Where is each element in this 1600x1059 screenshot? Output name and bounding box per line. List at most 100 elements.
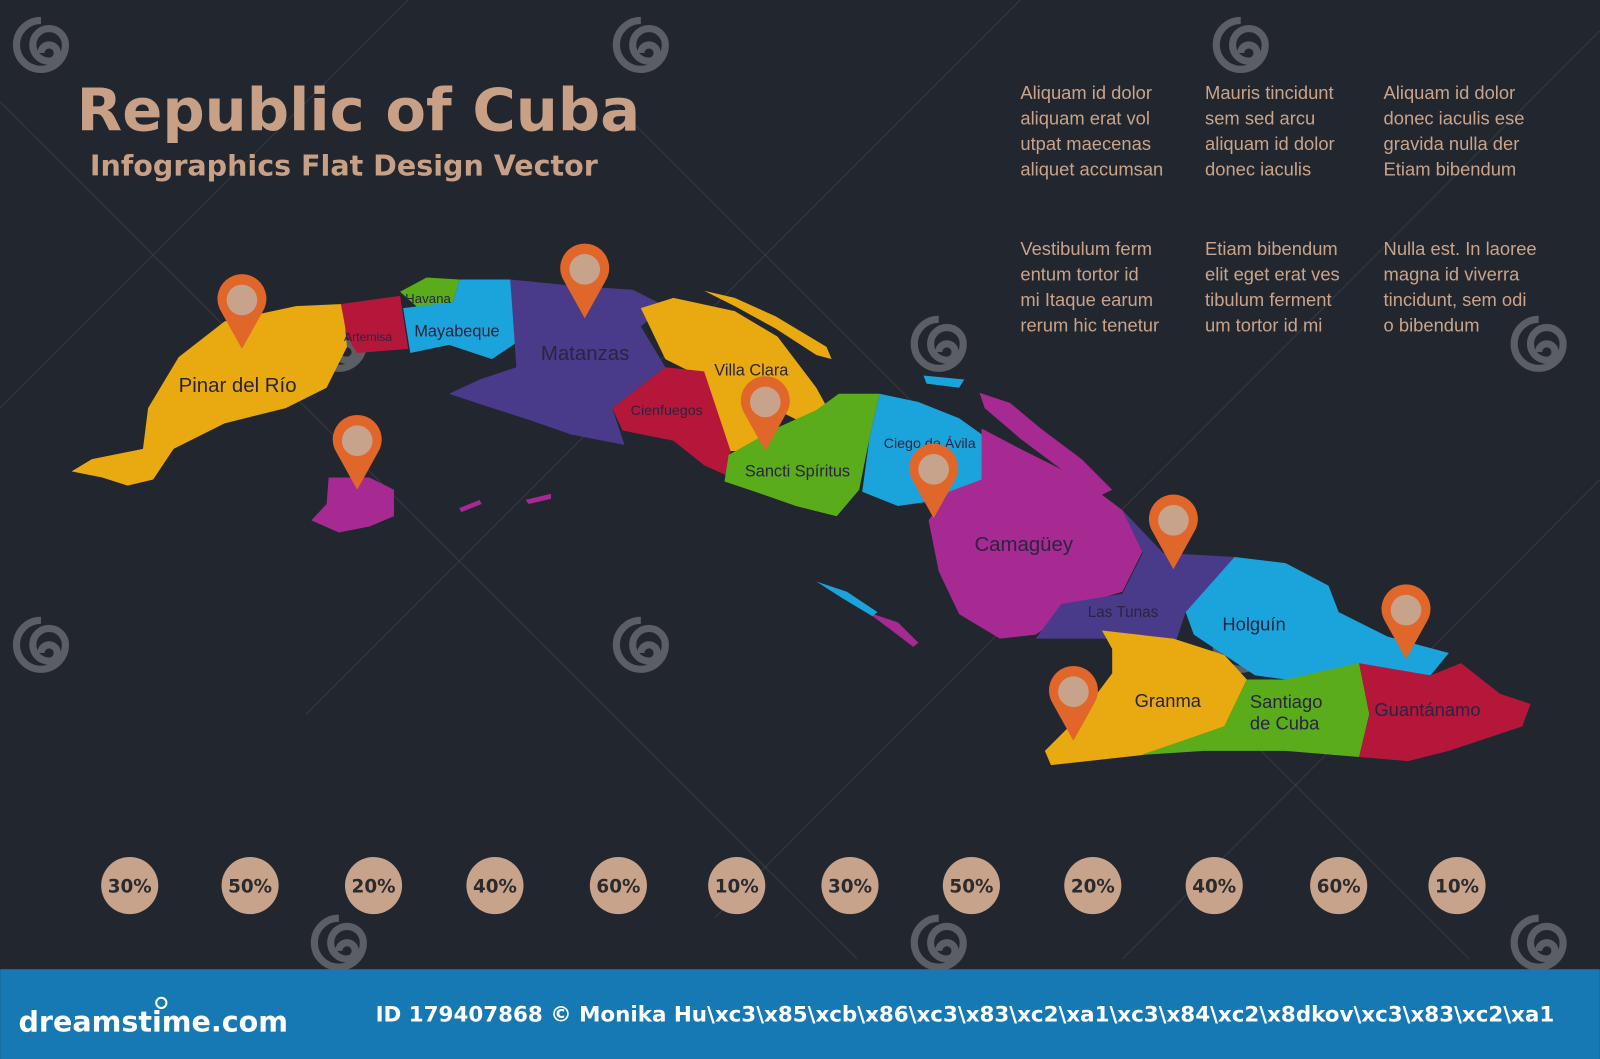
watermark-spiral-icon — [910, 315, 967, 372]
province-villa-clara[interactable] — [640, 297, 829, 451]
percentage-row: 30% 50% 20% 40% 60% 10% 30% 50% 20% 40% 60% 10% — [101, 856, 1486, 915]
footer-background — [0, 969, 1600, 1059]
percentage-label: 10% — [715, 877, 759, 898]
percentage-label: 20% — [1071, 877, 1115, 898]
province-havana[interactable] — [400, 277, 460, 309]
location-pin-icon[interactable] — [332, 414, 382, 490]
province-camaguey[interactable] — [928, 428, 1143, 639]
percentage-badge: 60% — [1310, 856, 1368, 915]
watermark-spiral-icon — [12, 16, 70, 73]
text-block: Mauris tincidunt sem sed arcu aliquam id… — [1205, 82, 1335, 180]
percentage-label: 40% — [1192, 877, 1236, 898]
province-label: Holguín — [1222, 614, 1285, 635]
province-santiago-de-cuba[interactable] — [1140, 663, 1370, 758]
percentage-circle — [708, 856, 766, 915]
text-line: gravida nulla der — [1384, 133, 1520, 154]
percentage-badge: 10% — [708, 856, 766, 915]
text-block: Nulla est. In laoree magna id viverra ti… — [1384, 238, 1537, 336]
percentage-badge: 20% — [344, 856, 403, 915]
text-line: magna id viverra — [1384, 264, 1521, 285]
page-subtitle: Infographics Flat Design Vector — [90, 148, 598, 182]
province-guantanamo[interactable] — [1359, 663, 1531, 762]
watermark-spiral-icon — [1510, 315, 1567, 372]
location-pins — [217, 243, 1431, 741]
watermark-spiral-icon — [1510, 914, 1567, 971]
province-matanzas[interactable] — [449, 279, 666, 445]
province-label: Cienfuegos — [631, 403, 703, 419]
text-line: Etiam bibendum — [1384, 158, 1517, 179]
watermark-spiral-icon — [612, 616, 669, 673]
province-granma[interactable] — [1044, 630, 1247, 766]
text-line: tincidunt, sem odi — [1384, 289, 1527, 310]
province-label: Las Tunas — [1088, 604, 1159, 621]
percentage-circle — [942, 856, 1000, 915]
location-pin-icon[interactable] — [1381, 584, 1431, 660]
text-line: mi Itaque earum — [1020, 289, 1153, 310]
text-block: Etiam bibendum elit eget erat ves tibulu… — [1205, 238, 1340, 336]
percentage-label: 60% — [596, 877, 640, 898]
text-line: um tortor id mi — [1205, 315, 1322, 336]
percentage-label: 40% — [473, 877, 517, 898]
province-label: Guantánamo — [1374, 699, 1480, 720]
province-label: Granma — [1135, 690, 1202, 711]
cays-north — [704, 290, 832, 360]
cays-blue — [816, 375, 965, 617]
text-line: tibulum ferment — [1205, 289, 1332, 310]
location-pin-icon[interactable] — [1048, 665, 1098, 741]
text-line: rerum hic tenetur — [1020, 315, 1159, 336]
province-las-tunas[interactable] — [1035, 510, 1235, 643]
percentage-circle — [466, 856, 524, 915]
percentage-circle — [1064, 856, 1122, 915]
footer-bar: dreamstime.com ID 179407868 © Monika Hu\… — [0, 969, 1600, 1059]
text-line: aliquet accumsan — [1020, 158, 1163, 179]
text-line: aliquam id dolor — [1205, 133, 1335, 154]
province-label: Artemisa — [344, 330, 392, 344]
percentage-badge: 30% — [101, 856, 159, 915]
location-pin-icon[interactable] — [1148, 494, 1198, 570]
province-labels: Pinar del Río Artemisa Havana Mayabeque … — [179, 291, 1481, 733]
location-pin-icon[interactable] — [560, 243, 610, 319]
percentage-badge: 50% — [221, 856, 279, 915]
province-label: Mayabeque — [414, 323, 499, 341]
cays — [459, 392, 1113, 647]
text-line: entum tortor id — [1020, 264, 1138, 285]
province-label: Ciego de Ávila — [884, 435, 976, 452]
percentage-label: 50% — [228, 877, 272, 898]
province-artemisa[interactable] — [340, 295, 409, 353]
province-sancti-spiritus[interactable] — [724, 393, 880, 517]
province-label: de Cuba — [1250, 712, 1320, 733]
percentage-circle — [589, 856, 647, 915]
text-line: aliquam erat vol — [1020, 107, 1150, 128]
logo-spiral-icon — [155, 996, 168, 1010]
percentage-label: 30% — [828, 877, 872, 898]
text-line: elit eget erat ves — [1205, 264, 1340, 285]
location-pin-icon[interactable] — [909, 443, 959, 519]
page-title: Republic of Cuba — [77, 76, 640, 145]
province-pinar-del-rio[interactable] — [71, 304, 348, 486]
province-label: Sancti Spíritus — [745, 462, 850, 480]
percentage-label: 20% — [352, 877, 396, 898]
text-line: Etiam bibendum — [1205, 238, 1338, 259]
watermark-spiral-icon — [12, 616, 70, 673]
province-holguin[interactable] — [1185, 557, 1449, 680]
image-credit: ID 179407868 © Monika Hu\xc3\x85\xcb\x86… — [376, 1002, 1555, 1027]
text-line: donec iaculis ese — [1384, 107, 1525, 128]
province-label: Santiago — [1250, 691, 1322, 712]
location-pin-icon[interactable] — [217, 274, 267, 349]
percentage-label: 30% — [108, 877, 152, 898]
province-mayabeque[interactable] — [403, 279, 517, 360]
dreamstime-logo[interactable]: dreamstime.com — [19, 1004, 289, 1038]
percentage-label: 60% — [1317, 877, 1361, 898]
province-label: Pinar del Río — [179, 375, 297, 397]
location-pin-icon[interactable] — [740, 376, 790, 451]
text-block: Aliquam id dolor donec iaculis ese gravi… — [1384, 82, 1525, 180]
province-cienfuegos[interactable] — [612, 367, 731, 476]
province-isla-de-la-juventud[interactable] — [311, 477, 394, 533]
percentage-badge: 20% — [1064, 856, 1122, 915]
percentage-circle — [344, 856, 403, 915]
percentage-badge: 40% — [1185, 856, 1243, 915]
text-line: Aliquam id dolor — [1384, 82, 1516, 103]
text-line: Aliquam id dolor — [1020, 82, 1152, 103]
percentage-circle — [221, 856, 279, 915]
